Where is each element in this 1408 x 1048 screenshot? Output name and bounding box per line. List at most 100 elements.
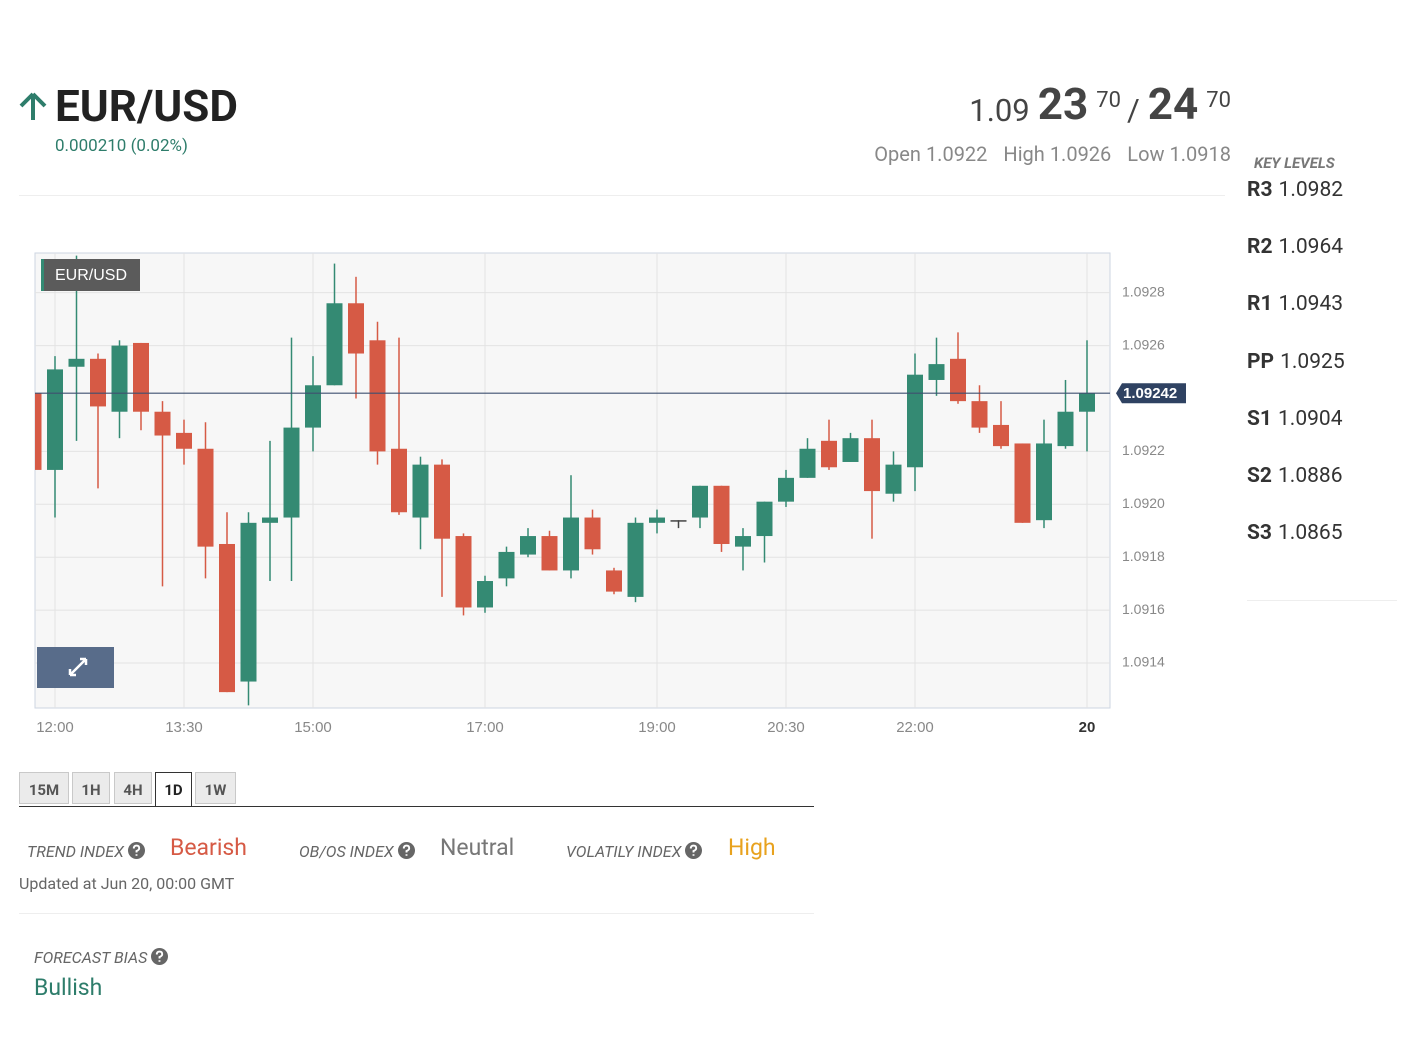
- key-level-value: 1.0865: [1277, 521, 1343, 546]
- x-tick-label: 17:00: [466, 719, 504, 736]
- candle-body: [993, 424, 1009, 447]
- series-label: EUR/USD: [55, 267, 127, 284]
- timeframe-tab[interactable]: 1D: [155, 772, 192, 807]
- candle-body: [735, 536, 751, 547]
- series-label-box: [41, 259, 140, 291]
- y-tick-label: 1.0926: [1122, 336, 1165, 352]
- candle-body: [90, 358, 106, 407]
- candle-body: [778, 477, 794, 502]
- candle-body: [369, 340, 386, 452]
- expand-button[interactable]: [37, 647, 114, 688]
- divider: [19, 195, 1225, 196]
- key-level-label: PP: [1247, 349, 1275, 374]
- timeframe-tab[interactable]: 1H: [72, 772, 110, 804]
- help-icon[interactable]: [685, 842, 703, 859]
- last-price-tag: [1116, 383, 1186, 404]
- candle-body: [670, 520, 687, 522]
- candle-body: [283, 427, 300, 518]
- index-value: Neutral: [440, 834, 515, 861]
- y-tick-label: 1.0914: [1122, 654, 1165, 670]
- index-value: Bearish: [170, 834, 247, 861]
- candle-body: [907, 374, 923, 468]
- x-tick-label: 20:30: [767, 719, 805, 736]
- candle-body: [799, 448, 816, 478]
- index-value: High: [728, 834, 776, 861]
- candle-body: [348, 303, 364, 354]
- ask-small: 70: [1206, 88, 1231, 113]
- candle-body: [842, 438, 859, 462]
- key-level-value: 1.0886: [1277, 464, 1343, 488]
- key-level-value: 1.0925: [1280, 349, 1345, 374]
- plot-area: [34, 252, 1111, 709]
- timeframe-tab[interactable]: 1W: [195, 772, 236, 804]
- help-icon[interactable]: [127, 842, 145, 859]
- candle-body: [47, 369, 63, 470]
- x-tick-label: 12:00: [36, 719, 74, 736]
- candle-body: [1014, 443, 1031, 523]
- tabs-baseline: [19, 806, 814, 807]
- help-icon[interactable]: [151, 948, 169, 965]
- divider: [1247, 600, 1397, 601]
- candle-body: [391, 448, 407, 513]
- index-label: VOLATILY INDEX: [566, 842, 703, 861]
- candle-body: [434, 464, 450, 539]
- quote: 1.09 23 70 / 24 70: [969, 78, 1231, 130]
- x-tick-label: 22:00: [896, 719, 934, 736]
- up-arrow: [19, 92, 47, 120]
- key-levels-title: KEY LEVELS: [1254, 154, 1335, 172]
- index-label-text: OB/OS INDEX: [299, 842, 394, 861]
- timeframe-tab[interactable]: 15M: [19, 772, 69, 804]
- symbol: EUR/USD: [55, 80, 238, 132]
- candle-body: [219, 543, 235, 693]
- stat: High 1.0926: [1003, 142, 1111, 166]
- candle-body: [240, 522, 257, 682]
- x-tick-label: 20: [1079, 719, 1096, 736]
- candle-body: [864, 438, 880, 492]
- candle-body: [111, 345, 128, 412]
- forecast-label: FORECAST BIAS: [34, 948, 169, 967]
- timeframe-tab[interactable]: 4H: [114, 772, 152, 804]
- x-tick-label: 15:00: [294, 719, 332, 736]
- bid-small: 70: [1096, 88, 1121, 113]
- candle-body: [412, 464, 429, 518]
- price-base: 1.09: [969, 92, 1030, 129]
- separator: /: [1126, 92, 1140, 129]
- candle-body: [197, 448, 214, 547]
- key-level: R1 1.0943: [1247, 292, 1343, 316]
- candle-body: [606, 570, 622, 592]
- key-level-label: R1: [1247, 292, 1273, 317]
- ask-big: 24: [1147, 78, 1199, 130]
- key-level-value: 1.0982: [1278, 178, 1344, 202]
- key-level-label: R2: [1247, 235, 1273, 260]
- forecast-value: Bullish: [34, 974, 103, 1001]
- stats: Open 1.0922 High 1.0926 Low 1.0918: [874, 142, 1231, 166]
- change: 0.000210 (0.02%): [55, 136, 188, 156]
- key-level: PP 1.0925: [1247, 350, 1345, 374]
- candle-body: [692, 485, 708, 518]
- key-level-value: 1.0964: [1278, 235, 1344, 260]
- index-label: OB/OS INDEX: [299, 842, 415, 861]
- y-tick-label: 1.0928: [1122, 283, 1165, 299]
- stat-value: 1.0926: [1049, 142, 1112, 166]
- stat: Open 1.0922: [874, 142, 987, 166]
- stat: Low 1.0918: [1127, 142, 1231, 166]
- key-level: R2 1.0964: [1247, 235, 1343, 259]
- candle-body: [950, 358, 966, 402]
- candle-body: [928, 364, 945, 380]
- updated: Updated at Jun 20, 00:00 GMT: [19, 874, 235, 893]
- key-level-value: 1.0904: [1277, 406, 1343, 431]
- candle-body: [1079, 393, 1095, 412]
- chart: EUR/USD 1.0914 1.0916 1.0918 1.0920 1.0922 1.…: [34, 252, 1186, 736]
- stat-label: High: [1003, 142, 1045, 166]
- help-icon[interactable]: [397, 842, 415, 859]
- candle-body: [133, 342, 149, 412]
- key-level: S2 1.0886: [1247, 464, 1343, 488]
- key-level-label: S1: [1247, 406, 1272, 431]
- divider: [19, 913, 814, 914]
- candle-body: [584, 517, 601, 550]
- stat-label: Open: [874, 142, 921, 166]
- stat-value: 1.0918: [1169, 142, 1231, 166]
- stat-value: 1.0922: [925, 142, 988, 166]
- candle-body: [541, 536, 558, 571]
